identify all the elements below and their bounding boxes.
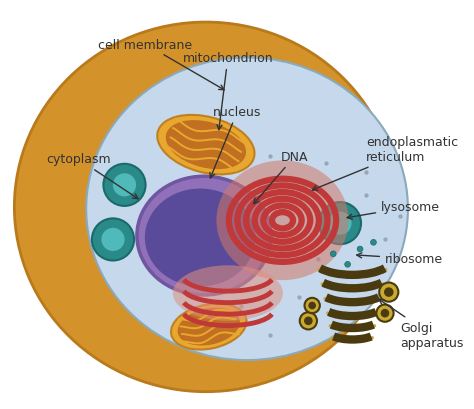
- Ellipse shape: [171, 304, 246, 350]
- Text: ribosome: ribosome: [357, 252, 443, 265]
- Ellipse shape: [217, 161, 348, 281]
- Ellipse shape: [14, 23, 397, 392]
- Ellipse shape: [137, 177, 271, 295]
- Ellipse shape: [178, 308, 240, 346]
- Ellipse shape: [86, 58, 408, 360]
- Ellipse shape: [330, 251, 336, 257]
- Ellipse shape: [157, 116, 255, 175]
- Ellipse shape: [101, 228, 125, 252]
- Text: lysosome: lysosome: [347, 201, 440, 220]
- Ellipse shape: [371, 240, 376, 245]
- Ellipse shape: [113, 174, 136, 197]
- Ellipse shape: [328, 212, 352, 235]
- Ellipse shape: [309, 302, 316, 310]
- Ellipse shape: [376, 305, 393, 322]
- Ellipse shape: [379, 283, 398, 302]
- Text: Golgi
apparatus: Golgi apparatus: [379, 299, 464, 349]
- Text: cytoplasm: cytoplasm: [46, 153, 138, 199]
- Ellipse shape: [300, 312, 317, 330]
- Ellipse shape: [92, 219, 134, 261]
- Ellipse shape: [103, 164, 146, 207]
- Text: nucleus: nucleus: [210, 106, 262, 178]
- Text: mitochondrion: mitochondrion: [182, 52, 273, 130]
- Ellipse shape: [145, 189, 255, 287]
- Text: cell membrane: cell membrane: [99, 38, 224, 90]
- Ellipse shape: [166, 121, 246, 170]
- Ellipse shape: [345, 262, 350, 267]
- Ellipse shape: [384, 288, 393, 297]
- Ellipse shape: [304, 317, 313, 325]
- Text: DNA: DNA: [254, 150, 309, 204]
- Ellipse shape: [173, 265, 283, 321]
- Ellipse shape: [319, 202, 361, 245]
- Text: endoplasmatic
reticulum: endoplasmatic reticulum: [312, 136, 458, 191]
- Ellipse shape: [381, 309, 389, 318]
- Ellipse shape: [357, 247, 363, 252]
- Ellipse shape: [304, 298, 320, 313]
